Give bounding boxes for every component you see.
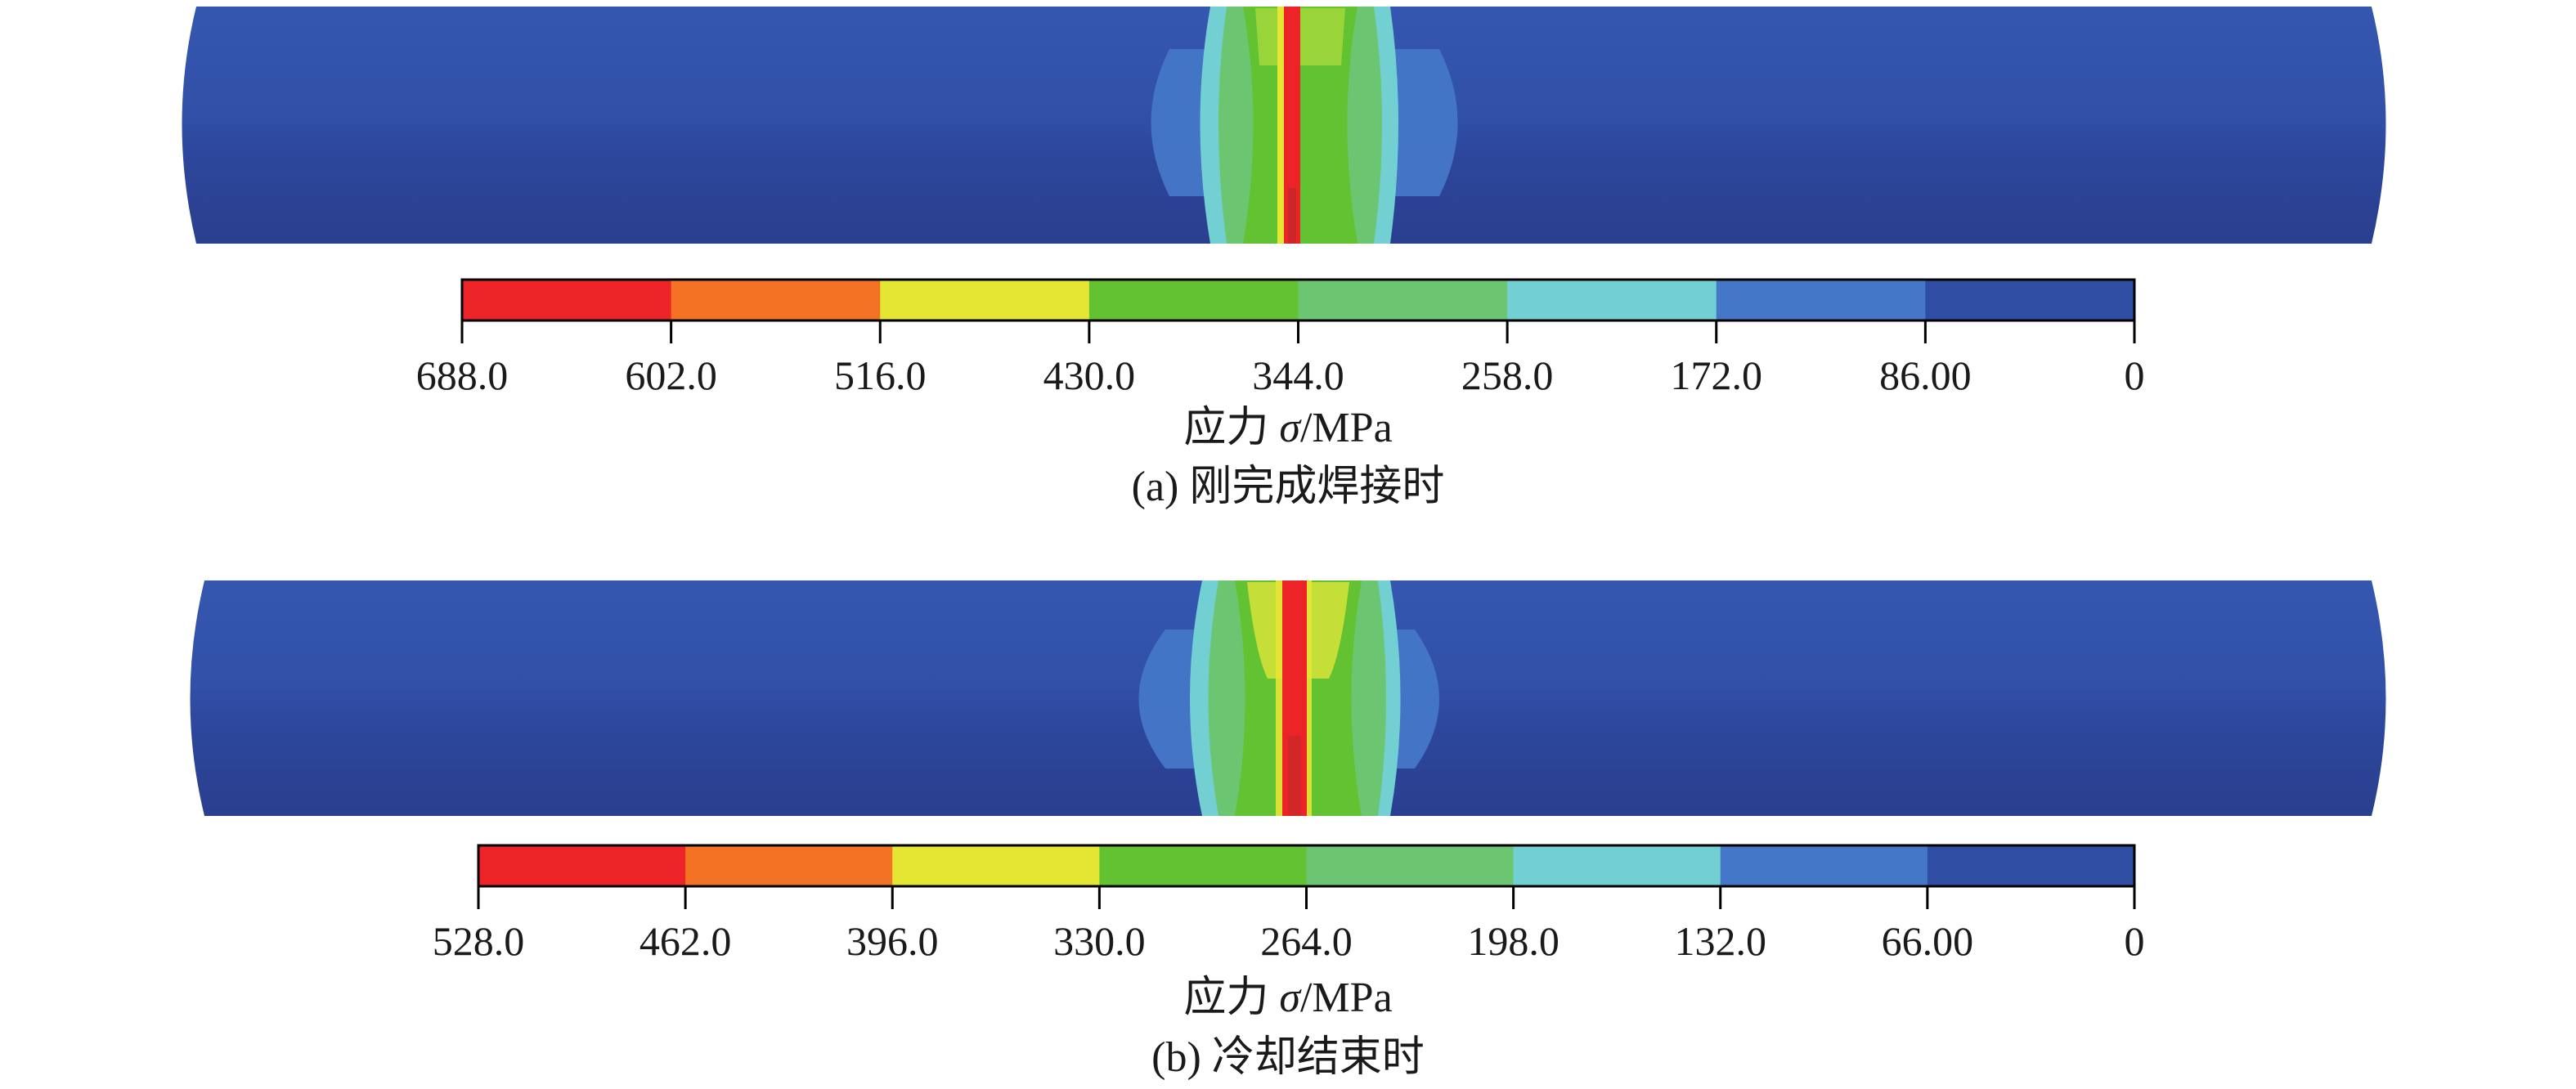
- colorbar-tick-label-a-4: 344.0: [1252, 352, 1344, 398]
- colorbar-cell-a-1: [671, 280, 881, 320]
- pipe-b: [190, 580, 2386, 816]
- colorbar-tick-label-b-8: 0: [2125, 918, 2145, 964]
- colorbar-tick-label-b-5: 198.0: [1467, 918, 1560, 964]
- colorbar-cell-a-6: [1716, 280, 1926, 320]
- colorbar-tick-label-b-6: 132.0: [1675, 918, 1767, 964]
- colorbar-cell-a-5: [1507, 280, 1717, 320]
- panel-b: 528.0 462.0 396.0 330.0 264.0 198.0 132.0 66.00…: [190, 580, 2386, 1081]
- colorbar-cell-b-4: [1306, 845, 1515, 886]
- colorbar-cell-b-0: [478, 845, 686, 886]
- colorbar-cell-b-2: [892, 845, 1100, 886]
- panel-a: 688.0 602.0 516.0 430.0 344.0 258.0 172.0 86.00…: [182, 7, 2386, 510]
- colorbar-cell-a-0: [462, 280, 672, 320]
- colorbar-tick-label-a-2: 516.0: [834, 352, 927, 398]
- colorbar-cell-a-7: [1925, 280, 2135, 320]
- colorbar-cell-b-7: [1927, 845, 2135, 886]
- colorbar-tick-label-a-0: 688.0: [416, 352, 509, 398]
- weld-zone-b: [1138, 580, 1439, 816]
- colorbar-cell-a-2: [880, 280, 1090, 320]
- colorbar-tick-label-a-6: 172.0: [1671, 352, 1763, 398]
- colorbar-cell-b-5: [1513, 845, 1721, 886]
- colorbar-cell-b-6: [1720, 845, 1928, 886]
- colorbar-cell-a-4: [1298, 280, 1508, 320]
- colorbar-cell-b-1: [685, 845, 893, 886]
- pipe-a: [182, 7, 2386, 244]
- colorbar-tick-label-b-7: 66.00: [1882, 918, 1974, 964]
- colorbar-tick-label-a-7: 86.00: [1879, 352, 1972, 398]
- axis-label-a: 应力 σ/MPa: [1183, 405, 1392, 451]
- colorbar-tick-label-b-3: 330.0: [1053, 918, 1146, 964]
- colorbar-tick-label-b-1: 462.0: [640, 918, 732, 964]
- colorbar-tick-label-a-5: 258.0: [1461, 352, 1554, 398]
- colorbar-a: 688.0 602.0 516.0 430.0 344.0 258.0 172.0 86.00…: [416, 278, 2145, 451]
- caption-a: (a) 刚完成焊接时: [1132, 464, 1445, 510]
- colorbar-tick-label-a-3: 430.0: [1043, 352, 1136, 398]
- axis-label-b: 应力 σ/MPa: [1183, 975, 1392, 1021]
- colorbar-tick-label-a-1: 602.0: [625, 352, 717, 398]
- colorbar-cell-b-3: [1099, 845, 1307, 886]
- colorbar-tick-label-a-8: 0: [2125, 352, 2145, 398]
- colorbar-cell-a-3: [1088, 280, 1299, 320]
- weld-zone-a: [1151, 7, 1458, 244]
- colorbar-tick-label-b-0: 528.0: [433, 918, 525, 964]
- caption-b: (b) 冷却结束时: [1151, 1034, 1425, 1081]
- colorbar-b: 528.0 462.0 396.0 330.0 264.0 198.0 132.0 66.00…: [433, 844, 2145, 1021]
- colorbar-tick-label-b-2: 396.0: [846, 918, 939, 964]
- colorbar-tick-label-b-4: 264.0: [1260, 918, 1353, 964]
